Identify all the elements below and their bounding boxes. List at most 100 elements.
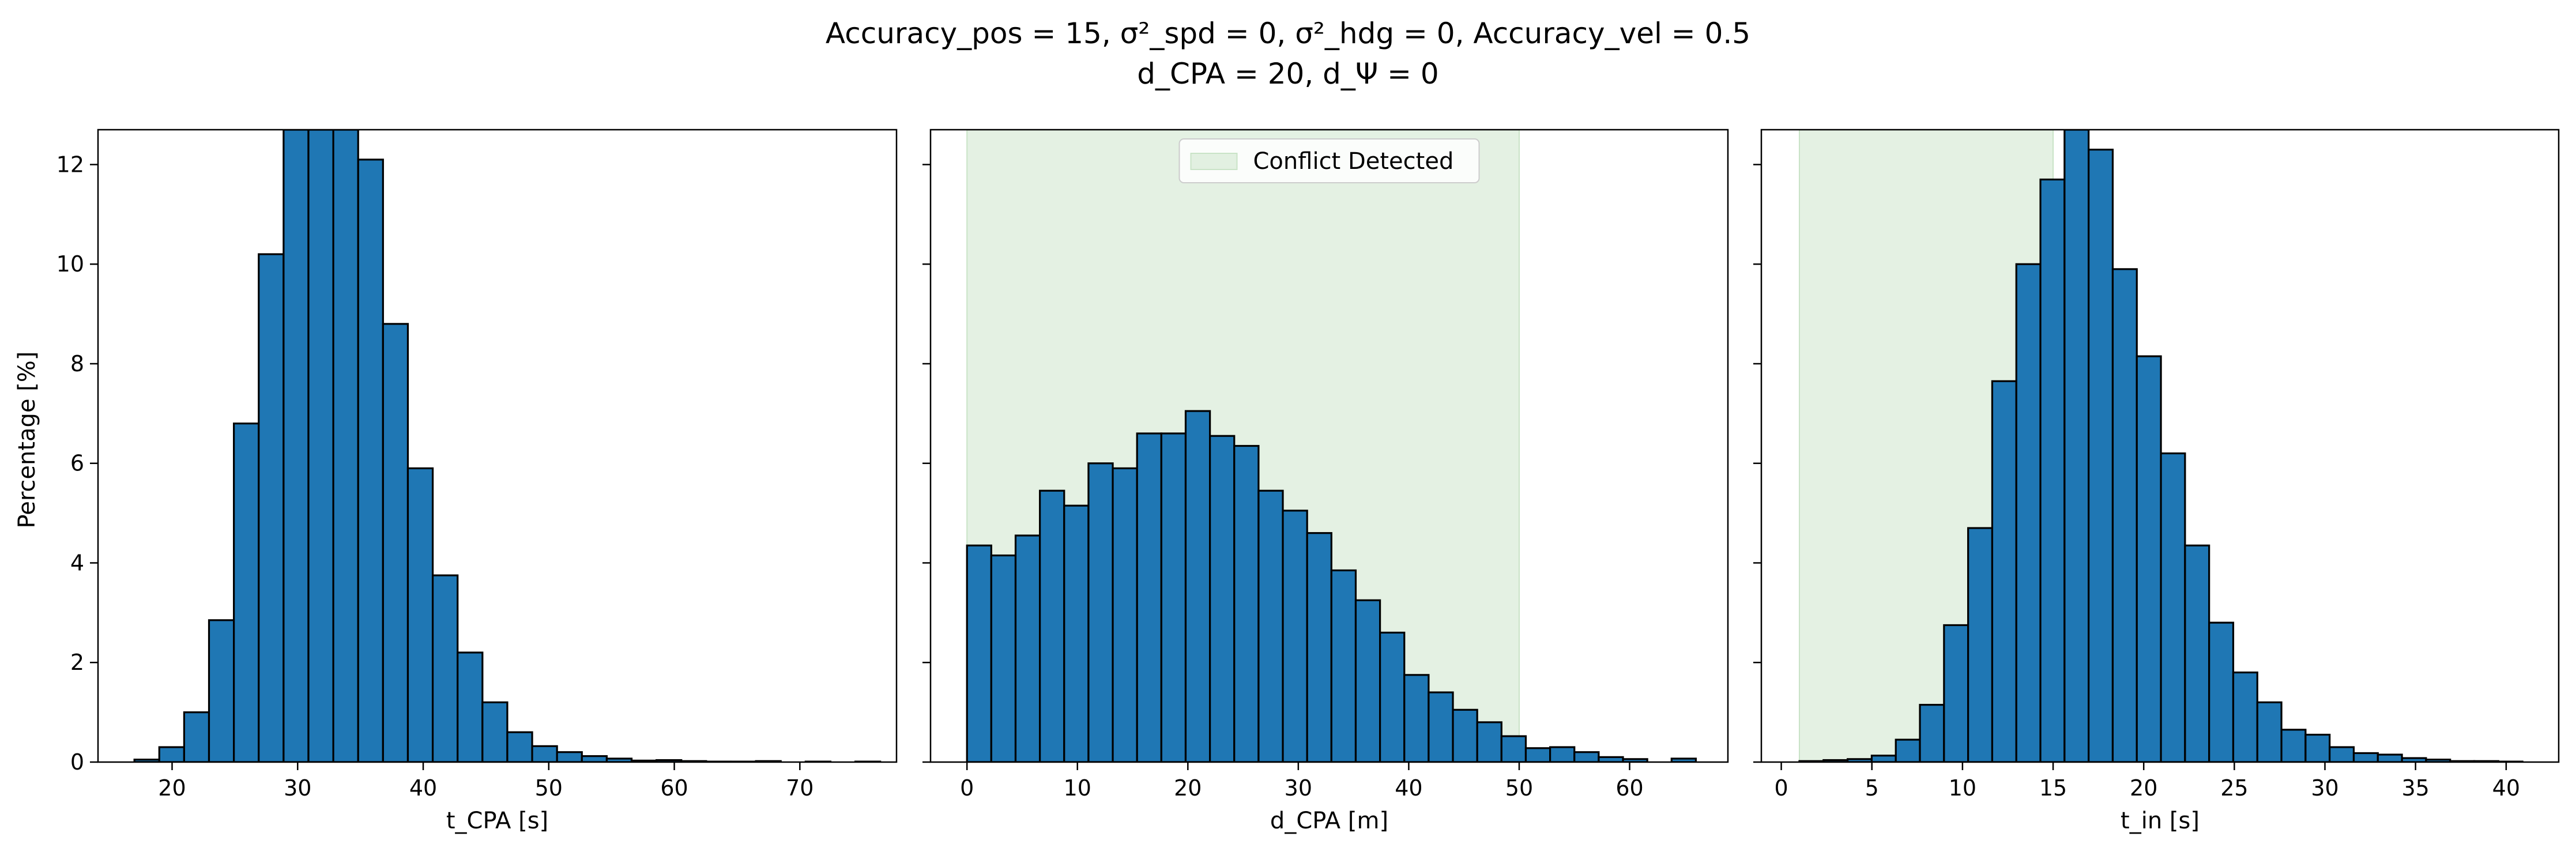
legend: Conflict Detected xyxy=(1178,138,1480,183)
histogram-bar xyxy=(531,745,558,762)
plot-area xyxy=(1798,130,2524,762)
title-line-2: d_CPA = 20, d_Ψ = 0 xyxy=(1137,57,1439,91)
y-tick-label: 0 xyxy=(70,749,84,775)
histogram-bar xyxy=(2280,729,2307,762)
histogram-bar xyxy=(2160,452,2186,762)
x-tick-label: 10 xyxy=(1949,775,1976,801)
histogram-bar xyxy=(1967,527,1994,762)
axes-frame xyxy=(97,129,898,763)
axes-frame xyxy=(929,129,1729,763)
chart-panel-d-cpa: 0 10 20 30 40 50 60 d_CPA [m] Conflict Detected xyxy=(922,129,1729,834)
histogram-bar xyxy=(2256,701,2283,762)
histogram-bar xyxy=(1524,747,1551,762)
x-tick-label: 40 xyxy=(2492,775,2520,801)
x-tick-label: 40 xyxy=(409,775,437,801)
x-tick-label: 30 xyxy=(2311,775,2338,801)
histogram-bar xyxy=(2329,746,2355,762)
histogram-bar xyxy=(2208,621,2235,762)
histogram-bar xyxy=(1573,751,1600,762)
x-tick-label: 10 xyxy=(1064,775,1091,801)
histogram-bar xyxy=(1403,674,1430,762)
histogram-bar xyxy=(2184,544,2210,762)
histogram-bar xyxy=(307,130,334,762)
histogram-bar xyxy=(1379,631,1406,762)
axes-frame xyxy=(1760,129,2560,763)
histogram-bar xyxy=(1991,380,2017,762)
histogram-bar xyxy=(481,701,509,762)
figure-title: Accuracy_pos = 15, σ²_spd = 0, σ²_hdg = … xyxy=(826,17,1750,91)
histogram-bar xyxy=(1919,704,1945,762)
histogram-bar xyxy=(2063,130,2090,762)
histogram-bar xyxy=(1354,599,1381,762)
histogram-bar xyxy=(2352,752,2379,762)
x-tick-label: 60 xyxy=(660,775,688,801)
plot-area xyxy=(966,130,1697,762)
histogram-bar xyxy=(2039,178,2066,762)
x-tick-label: 60 xyxy=(1615,775,1643,801)
histogram-bar xyxy=(2304,733,2331,762)
y-tick-label: 8 xyxy=(70,351,84,376)
histogram-bar xyxy=(1257,489,1284,762)
x-tick-label: 5 xyxy=(1865,775,1879,801)
y-tick-label: 2 xyxy=(70,650,84,675)
histogram-bar xyxy=(556,751,583,762)
histogram-bar xyxy=(283,130,310,762)
histogram-bar xyxy=(1063,504,1090,762)
plot-area xyxy=(133,130,882,762)
legend-box xyxy=(1178,138,1480,183)
histogram-bar xyxy=(1943,624,1969,762)
x-tick-label: 20 xyxy=(158,775,186,801)
x-tick-label: 30 xyxy=(284,775,311,801)
histogram-bar xyxy=(2015,263,2042,762)
histogram-bar xyxy=(1184,410,1211,762)
histogram-bar xyxy=(1870,755,1897,762)
histogram-bar xyxy=(406,467,434,762)
histogram-bar xyxy=(431,574,459,762)
histogram-bar xyxy=(1282,510,1308,762)
histogram-bar xyxy=(1160,432,1187,762)
histogram-bar xyxy=(158,746,185,762)
histogram-bar xyxy=(2136,355,2162,762)
histogram-bar xyxy=(581,755,608,762)
histogram-bar xyxy=(382,323,409,762)
x-tick-label: 15 xyxy=(2039,775,2067,801)
x-tick-label: 25 xyxy=(2220,775,2248,801)
x-axis-label: t_in [s] xyxy=(2121,808,2200,834)
x-tick-label: 70 xyxy=(786,775,814,801)
histogram-bar xyxy=(208,619,235,762)
x-axis-label: t_CPA [s] xyxy=(446,808,548,834)
histogram-bar xyxy=(1039,489,1065,762)
histogram-bar xyxy=(990,554,1017,762)
legend-swatch xyxy=(1190,153,1238,170)
histogram-bar xyxy=(1112,467,1138,762)
y-tick-label: 4 xyxy=(70,550,84,575)
x-tick-label: 30 xyxy=(1285,775,1312,801)
histogram-bar xyxy=(2232,671,2258,762)
y-tick-label: 10 xyxy=(57,251,84,277)
chart-panel-t-cpa: 20 30 40 50 60 70 0 2 4 6 8 10 12 t_CPA [s] xyxy=(57,129,898,834)
histogram-bar xyxy=(966,544,992,762)
histogram-bar xyxy=(183,711,210,762)
histogram-bar xyxy=(506,731,533,762)
legend-label: Conflict Detected xyxy=(1253,148,1454,175)
histogram-bar xyxy=(1622,758,1648,762)
histogram-bar xyxy=(2088,148,2114,762)
histogram-bar xyxy=(1233,444,1260,762)
histogram-bar xyxy=(1136,432,1162,762)
x-tick-label: 20 xyxy=(2130,775,2157,801)
histogram-bar xyxy=(1549,746,1576,762)
histogram-bar xyxy=(2377,753,2403,762)
y-tick-label: 6 xyxy=(70,451,84,476)
x-tick-label: 40 xyxy=(1395,775,1422,801)
histogram-bar xyxy=(1895,738,1921,762)
histogram-bar xyxy=(332,130,359,762)
chart-panel-t-in: 0 5 10 15 20 25 30 35 40 t_in [s] xyxy=(1753,129,2560,834)
histogram-bar xyxy=(1428,691,1454,762)
x-tick-label: 35 xyxy=(2402,775,2430,801)
histogram-bar xyxy=(258,253,285,762)
histogram-bar xyxy=(1209,435,1236,762)
x-tick-label: 50 xyxy=(1505,775,1533,801)
histogram-bar xyxy=(1500,735,1527,762)
x-tick-label: 0 xyxy=(1774,775,1788,801)
